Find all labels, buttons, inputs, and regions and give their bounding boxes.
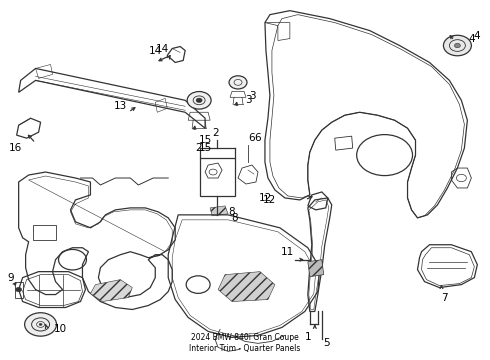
Text: 15: 15 [198, 135, 212, 145]
Text: 10: 10 [54, 324, 67, 334]
Text: 5: 5 [323, 338, 330, 348]
Text: 9: 9 [7, 273, 14, 283]
Circle shape [39, 323, 42, 325]
Text: 7: 7 [441, 293, 448, 302]
Text: 8: 8 [232, 213, 238, 223]
Polygon shape [308, 260, 324, 276]
Text: 8: 8 [229, 207, 235, 217]
Circle shape [16, 287, 22, 292]
Circle shape [443, 35, 471, 56]
Text: 1: 1 [304, 332, 311, 342]
Text: 4: 4 [468, 33, 475, 44]
Text: 2024 BMW 840i Gran Coupe
Interior Trim - Quarter Panels: 2024 BMW 840i Gran Coupe Interior Trim -… [189, 333, 301, 353]
Circle shape [24, 313, 56, 336]
Text: 3: 3 [248, 91, 255, 101]
Circle shape [187, 91, 211, 109]
Circle shape [454, 43, 461, 48]
Text: 14: 14 [148, 45, 162, 55]
Text: 6: 6 [248, 133, 255, 143]
Text: 2: 2 [195, 143, 201, 153]
Text: 13: 13 [114, 101, 127, 111]
Text: 2: 2 [212, 128, 219, 138]
Text: 11: 11 [281, 247, 294, 257]
Polygon shape [91, 280, 132, 302]
Text: 12: 12 [263, 195, 276, 205]
Text: 12: 12 [258, 193, 271, 203]
Text: 16: 16 [9, 143, 22, 153]
Text: 14: 14 [156, 44, 169, 54]
Polygon shape [218, 272, 275, 302]
Text: 6: 6 [255, 133, 261, 143]
Polygon shape [210, 206, 228, 216]
Circle shape [196, 98, 202, 103]
Circle shape [229, 76, 247, 89]
Text: 4: 4 [473, 31, 480, 41]
Text: 15: 15 [198, 143, 212, 153]
Text: 3: 3 [245, 95, 251, 105]
